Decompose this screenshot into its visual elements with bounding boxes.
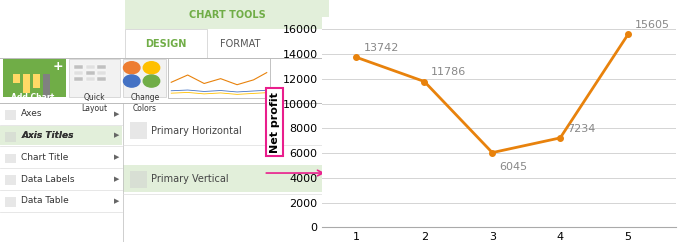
Text: Chart Title: Chart Title bbox=[21, 153, 69, 162]
Bar bbox=[5, 110, 16, 120]
Bar bbox=[43, 74, 50, 98]
Text: 13742: 13742 bbox=[364, 43, 399, 53]
Bar bbox=[74, 77, 83, 81]
Text: 11786: 11786 bbox=[431, 67, 466, 77]
Text: DESIGN: DESIGN bbox=[145, 38, 187, 49]
FancyBboxPatch shape bbox=[3, 59, 66, 97]
Bar bbox=[74, 71, 83, 75]
Bar bbox=[130, 122, 147, 139]
Y-axis label: Net profit: Net profit bbox=[270, 92, 280, 153]
Text: Data Labels: Data Labels bbox=[21, 174, 75, 184]
Bar bbox=[23, 74, 30, 93]
Text: +: + bbox=[52, 60, 63, 73]
Text: ▶: ▶ bbox=[114, 176, 119, 182]
Text: Change
Colors: Change Colors bbox=[130, 93, 160, 113]
Bar bbox=[86, 71, 95, 75]
Text: Axis Titles: Axis Titles bbox=[21, 131, 74, 140]
Text: Data Table: Data Table bbox=[21, 196, 69, 205]
FancyBboxPatch shape bbox=[123, 59, 166, 97]
Bar bbox=[13, 74, 21, 83]
Text: 7234: 7234 bbox=[567, 124, 595, 134]
Text: Primary Horizontal: Primary Horizontal bbox=[152, 126, 242, 136]
Circle shape bbox=[143, 62, 160, 74]
Bar bbox=[5, 154, 16, 163]
FancyBboxPatch shape bbox=[69, 59, 120, 97]
Bar bbox=[0, 126, 122, 145]
Text: FORMAT: FORMAT bbox=[220, 38, 261, 49]
Circle shape bbox=[123, 75, 140, 87]
Bar bbox=[123, 165, 329, 192]
Bar bbox=[86, 65, 95, 69]
Bar bbox=[97, 65, 106, 69]
Text: Add Chart
Element: Add Chart Element bbox=[11, 93, 55, 113]
Bar bbox=[130, 171, 147, 188]
Text: Axes: Axes bbox=[21, 109, 43, 118]
Circle shape bbox=[143, 75, 160, 87]
Text: 15605: 15605 bbox=[635, 20, 670, 30]
FancyBboxPatch shape bbox=[168, 58, 270, 98]
Text: Axis Titles: Axis Titles bbox=[21, 131, 74, 140]
Bar bbox=[5, 197, 16, 207]
Text: ▶: ▶ bbox=[114, 111, 119, 117]
Bar bbox=[97, 71, 106, 75]
Bar bbox=[43, 74, 50, 98]
Text: ▶: ▶ bbox=[114, 198, 119, 204]
Bar bbox=[97, 77, 106, 81]
Text: CHART TOOLS: CHART TOOLS bbox=[189, 9, 265, 20]
Circle shape bbox=[123, 62, 140, 74]
Bar bbox=[5, 132, 16, 142]
Text: 6045: 6045 bbox=[499, 162, 528, 172]
Bar bbox=[5, 175, 16, 185]
Text: Quick
Layout: Quick Layout bbox=[82, 93, 108, 113]
Bar bbox=[33, 74, 40, 88]
Bar bbox=[86, 77, 95, 81]
Text: ▶: ▶ bbox=[114, 133, 119, 138]
FancyBboxPatch shape bbox=[125, 0, 329, 29]
Text: ▶: ▶ bbox=[114, 154, 119, 160]
Bar bbox=[74, 65, 83, 69]
Text: Primary Vertical: Primary Vertical bbox=[152, 174, 229, 184]
FancyBboxPatch shape bbox=[125, 29, 207, 58]
